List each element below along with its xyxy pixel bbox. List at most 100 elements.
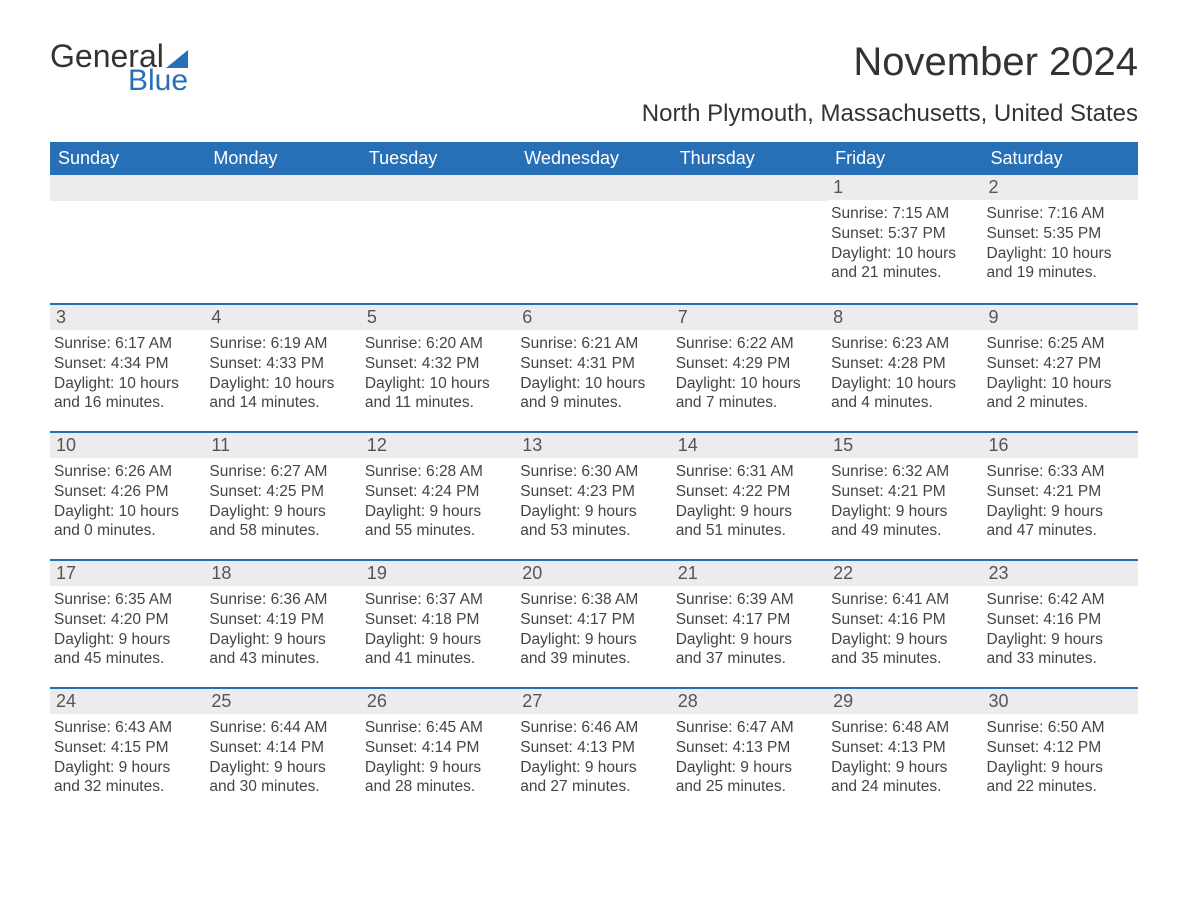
calendar-day: 2Sunrise: 7:16 AMSunset: 5:35 PMDaylight… bbox=[983, 175, 1138, 303]
daylight-text-2: and 0 minutes. bbox=[54, 521, 199, 541]
day-info: Sunrise: 6:23 AMSunset: 4:28 PMDaylight:… bbox=[827, 330, 982, 417]
day-number: 6 bbox=[516, 305, 671, 330]
calendar-day: 24Sunrise: 6:43 AMSunset: 4:15 PMDayligh… bbox=[50, 689, 205, 815]
calendar-day bbox=[50, 175, 205, 303]
daylight-text-2: and 37 minutes. bbox=[676, 649, 821, 669]
calendar-day: 13Sunrise: 6:30 AMSunset: 4:23 PMDayligh… bbox=[516, 433, 671, 559]
day-info: Sunrise: 6:48 AMSunset: 4:13 PMDaylight:… bbox=[827, 714, 982, 801]
logo: General Blue bbox=[50, 40, 188, 96]
daylight-text-1: Daylight: 9 hours bbox=[209, 502, 354, 522]
sunset-text: Sunset: 4:13 PM bbox=[676, 738, 821, 758]
calendar-day: 6Sunrise: 6:21 AMSunset: 4:31 PMDaylight… bbox=[516, 305, 671, 431]
daylight-text-1: Daylight: 9 hours bbox=[209, 630, 354, 650]
calendar-day bbox=[205, 175, 360, 303]
sunset-text: Sunset: 4:13 PM bbox=[831, 738, 976, 758]
sunrise-text: Sunrise: 6:37 AM bbox=[365, 590, 510, 610]
day-number: 11 bbox=[205, 433, 360, 458]
sunset-text: Sunset: 4:17 PM bbox=[520, 610, 665, 630]
daylight-text-2: and 35 minutes. bbox=[831, 649, 976, 669]
sunset-text: Sunset: 4:20 PM bbox=[54, 610, 199, 630]
daylight-text-2: and 41 minutes. bbox=[365, 649, 510, 669]
daylight-text-2: and 16 minutes. bbox=[54, 393, 199, 413]
sunrise-text: Sunrise: 7:15 AM bbox=[831, 204, 976, 224]
calendar-day: 17Sunrise: 6:35 AMSunset: 4:20 PMDayligh… bbox=[50, 561, 205, 687]
daylight-text-1: Daylight: 9 hours bbox=[209, 758, 354, 778]
day-number bbox=[516, 175, 671, 201]
daylight-text-1: Daylight: 10 hours bbox=[520, 374, 665, 394]
sunset-text: Sunset: 4:21 PM bbox=[987, 482, 1132, 502]
day-info: Sunrise: 7:16 AMSunset: 5:35 PMDaylight:… bbox=[983, 200, 1138, 287]
calendar-day bbox=[361, 175, 516, 303]
daylight-text-2: and 47 minutes. bbox=[987, 521, 1132, 541]
daylight-text-2: and 43 minutes. bbox=[209, 649, 354, 669]
daylight-text-1: Daylight: 9 hours bbox=[831, 630, 976, 650]
day-number: 18 bbox=[205, 561, 360, 586]
day-number: 9 bbox=[983, 305, 1138, 330]
weekday-header: Saturday bbox=[983, 142, 1138, 175]
daylight-text-1: Daylight: 10 hours bbox=[365, 374, 510, 394]
day-number: 10 bbox=[50, 433, 205, 458]
sunset-text: Sunset: 4:22 PM bbox=[676, 482, 821, 502]
daylight-text-2: and 24 minutes. bbox=[831, 777, 976, 797]
sunrise-text: Sunrise: 6:41 AM bbox=[831, 590, 976, 610]
daylight-text-2: and 39 minutes. bbox=[520, 649, 665, 669]
day-info: Sunrise: 6:46 AMSunset: 4:13 PMDaylight:… bbox=[516, 714, 671, 801]
sunset-text: Sunset: 4:28 PM bbox=[831, 354, 976, 374]
day-number bbox=[50, 175, 205, 201]
sunset-text: Sunset: 4:17 PM bbox=[676, 610, 821, 630]
calendar-day: 28Sunrise: 6:47 AMSunset: 4:13 PMDayligh… bbox=[672, 689, 827, 815]
sunset-text: Sunset: 4:15 PM bbox=[54, 738, 199, 758]
calendar-day: 4Sunrise: 6:19 AMSunset: 4:33 PMDaylight… bbox=[205, 305, 360, 431]
day-info: Sunrise: 6:17 AMSunset: 4:34 PMDaylight:… bbox=[50, 330, 205, 417]
day-info: Sunrise: 6:21 AMSunset: 4:31 PMDaylight:… bbox=[516, 330, 671, 417]
daylight-text-2: and 2 minutes. bbox=[987, 393, 1132, 413]
sunrise-text: Sunrise: 6:48 AM bbox=[831, 718, 976, 738]
day-info: Sunrise: 6:47 AMSunset: 4:13 PMDaylight:… bbox=[672, 714, 827, 801]
weekday-header: Friday bbox=[827, 142, 982, 175]
daylight-text-1: Daylight: 9 hours bbox=[831, 758, 976, 778]
logo-text-blue: Blue bbox=[128, 66, 188, 96]
day-info: Sunrise: 6:35 AMSunset: 4:20 PMDaylight:… bbox=[50, 586, 205, 673]
day-number: 14 bbox=[672, 433, 827, 458]
daylight-text-2: and 49 minutes. bbox=[831, 521, 976, 541]
day-number bbox=[205, 175, 360, 201]
daylight-text-1: Daylight: 9 hours bbox=[987, 502, 1132, 522]
calendar-day: 21Sunrise: 6:39 AMSunset: 4:17 PMDayligh… bbox=[672, 561, 827, 687]
day-info: Sunrise: 6:37 AMSunset: 4:18 PMDaylight:… bbox=[361, 586, 516, 673]
daylight-text-2: and 19 minutes. bbox=[987, 263, 1132, 283]
sunset-text: Sunset: 4:24 PM bbox=[365, 482, 510, 502]
calendar-week: 3Sunrise: 6:17 AMSunset: 4:34 PMDaylight… bbox=[50, 303, 1138, 431]
sunset-text: Sunset: 4:23 PM bbox=[520, 482, 665, 502]
day-number: 26 bbox=[361, 689, 516, 714]
daylight-text-1: Daylight: 10 hours bbox=[987, 244, 1132, 264]
daylight-text-2: and 11 minutes. bbox=[365, 393, 510, 413]
calendar-day: 26Sunrise: 6:45 AMSunset: 4:14 PMDayligh… bbox=[361, 689, 516, 815]
calendar-day: 27Sunrise: 6:46 AMSunset: 4:13 PMDayligh… bbox=[516, 689, 671, 815]
calendar-day: 18Sunrise: 6:36 AMSunset: 4:19 PMDayligh… bbox=[205, 561, 360, 687]
day-number: 19 bbox=[361, 561, 516, 586]
sunrise-text: Sunrise: 6:23 AM bbox=[831, 334, 976, 354]
daylight-text-1: Daylight: 9 hours bbox=[520, 758, 665, 778]
sunset-text: Sunset: 4:18 PM bbox=[365, 610, 510, 630]
day-info: Sunrise: 6:31 AMSunset: 4:22 PMDaylight:… bbox=[672, 458, 827, 545]
daylight-text-1: Daylight: 10 hours bbox=[831, 374, 976, 394]
calendar-day: 25Sunrise: 6:44 AMSunset: 4:14 PMDayligh… bbox=[205, 689, 360, 815]
day-info: Sunrise: 6:45 AMSunset: 4:14 PMDaylight:… bbox=[361, 714, 516, 801]
daylight-text-2: and 45 minutes. bbox=[54, 649, 199, 669]
daylight-text-1: Daylight: 10 hours bbox=[987, 374, 1132, 394]
daylight-text-2: and 58 minutes. bbox=[209, 521, 354, 541]
day-number: 7 bbox=[672, 305, 827, 330]
header: General Blue November 2024 bbox=[50, 40, 1138, 96]
weekday-header: Monday bbox=[205, 142, 360, 175]
daylight-text-1: Daylight: 9 hours bbox=[676, 502, 821, 522]
daylight-text-2: and 30 minutes. bbox=[209, 777, 354, 797]
sunrise-text: Sunrise: 6:35 AM bbox=[54, 590, 199, 610]
daylight-text-1: Daylight: 9 hours bbox=[54, 630, 199, 650]
daylight-text-1: Daylight: 10 hours bbox=[831, 244, 976, 264]
sunset-text: Sunset: 4:32 PM bbox=[365, 354, 510, 374]
day-info: Sunrise: 6:39 AMSunset: 4:17 PMDaylight:… bbox=[672, 586, 827, 673]
day-info: Sunrise: 6:43 AMSunset: 4:15 PMDaylight:… bbox=[50, 714, 205, 801]
calendar-day: 20Sunrise: 6:38 AMSunset: 4:17 PMDayligh… bbox=[516, 561, 671, 687]
sunrise-text: Sunrise: 6:47 AM bbox=[676, 718, 821, 738]
calendar-day: 23Sunrise: 6:42 AMSunset: 4:16 PMDayligh… bbox=[983, 561, 1138, 687]
